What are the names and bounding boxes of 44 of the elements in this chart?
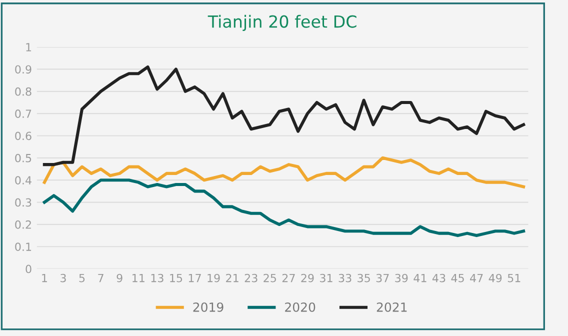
- x-tick-label: 29: [301, 274, 314, 282]
- y-tick-label: 0.7: [15, 110, 32, 118]
- x-tick-label: 25: [264, 274, 276, 282]
- y-tick-label: 0.5: [15, 154, 32, 162]
- x-tick-label: 3: [60, 274, 66, 282]
- x-tick-label: 7: [98, 274, 104, 282]
- y-tick-label: 0.9: [15, 65, 32, 74]
- x-tick-label: 1: [42, 274, 47, 282]
- x-tick-label: 15: [170, 274, 182, 282]
- line-series: [42, 178, 526, 238]
- legend-label: 2021: [376, 302, 407, 312]
- x-tick-label: 11: [132, 274, 144, 282]
- x-tick-label: 39: [395, 274, 408, 282]
- x-tick-label: 41: [414, 274, 426, 282]
- x-tick-label: 51: [508, 274, 520, 282]
- legend-label: 2020: [285, 302, 316, 312]
- y-tick-label: 0: [26, 264, 32, 274]
- chart-title: Tianjin 20 feet DC: [208, 14, 356, 32]
- legend-label: 2019: [193, 302, 224, 312]
- y-tick-label: 0.3: [15, 198, 32, 207]
- x-tick-label: 31: [320, 274, 332, 282]
- x-tick-label: 43: [432, 274, 446, 282]
- x-tick-label: 27: [282, 274, 295, 282]
- x-tick-label: 21: [226, 274, 238, 282]
- x-tick-label: 37: [376, 274, 389, 282]
- x-tick-label: 13: [151, 274, 164, 282]
- x-tick-label: 23: [244, 274, 258, 282]
- x-tick-label: 5: [79, 274, 85, 282]
- y-tick-label: 0.1: [15, 242, 32, 252]
- y-tick-label: 0.6: [15, 132, 32, 140]
- y-tick-label: 0.8: [15, 87, 32, 96]
- x-tick-label: 45: [451, 274, 464, 282]
- y-tick-label: 0.2: [15, 220, 31, 229]
- x-tick-label: 17: [188, 274, 201, 282]
- y-tick-label: 0.4: [15, 176, 32, 184]
- x-tick-label: 35: [358, 274, 370, 282]
- x-tick-label: 33: [338, 274, 352, 282]
- x-tick-label: 47: [470, 274, 483, 282]
- line-series: [42, 156, 526, 188]
- x-tick-label: 49: [488, 274, 502, 282]
- x-tick-label: 19: [208, 274, 220, 282]
- x-tick-label: 9: [116, 274, 122, 282]
- line-series: [42, 65, 526, 166]
- y-tick-label: 1: [26, 43, 32, 52]
